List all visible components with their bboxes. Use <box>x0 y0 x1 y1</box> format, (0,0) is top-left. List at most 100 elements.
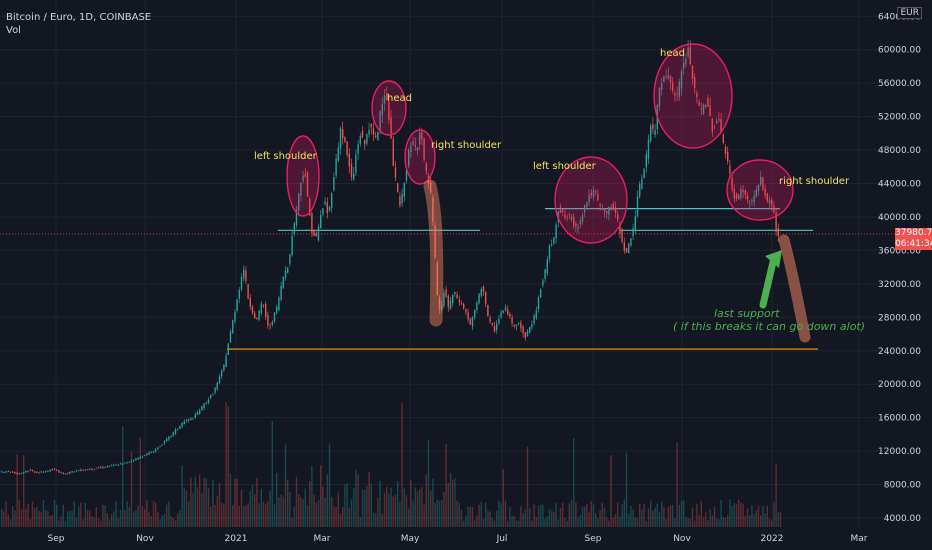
volume-bar <box>71 510 73 527</box>
candle-body <box>152 451 155 453</box>
candle-body <box>258 310 260 321</box>
volume-bar <box>62 504 64 527</box>
candle-body <box>694 77 696 88</box>
candle-body <box>350 164 353 178</box>
volume-bar <box>647 508 650 527</box>
candle-body <box>597 194 599 201</box>
volume-bar <box>388 493 390 527</box>
candle-body <box>722 134 724 143</box>
volume-bar <box>328 444 331 527</box>
candle-body <box>339 128 342 149</box>
volume-indicator-label[interactable]: Vol <box>6 25 21 36</box>
volume-bar <box>531 520 533 527</box>
volume-bar <box>258 503 260 527</box>
candle-body <box>639 183 641 197</box>
volume-bar <box>104 505 106 527</box>
candle-body <box>7 471 9 473</box>
volume-bar <box>408 508 410 527</box>
candle-body <box>720 119 722 132</box>
candle-body <box>210 394 212 398</box>
candle-body <box>108 465 111 467</box>
volume-bar <box>322 486 324 527</box>
volume-bar <box>595 512 597 527</box>
volume-bar <box>586 503 588 527</box>
volume-bar <box>227 406 229 527</box>
candle-body <box>42 471 45 473</box>
volume-bar <box>144 509 146 527</box>
candle-body <box>610 207 612 211</box>
volume-bar <box>753 514 755 527</box>
candle-body <box>262 304 265 306</box>
candle-body <box>38 472 40 474</box>
volume-bar <box>130 451 133 527</box>
candle-body <box>698 102 700 106</box>
candle-body <box>436 262 438 296</box>
last-price-badge: 37980.73 <box>895 228 932 239</box>
volume-bar <box>773 502 775 527</box>
volume-bar <box>42 499 45 527</box>
candle-body <box>295 208 298 226</box>
candle-body <box>707 98 709 107</box>
candle-body <box>403 183 405 197</box>
candle-body <box>203 403 205 408</box>
candle-body <box>619 224 621 234</box>
volume-bar <box>194 476 196 527</box>
volume-bar <box>370 483 372 527</box>
candle-body <box>625 247 628 253</box>
candle-body <box>691 65 694 79</box>
support-arrow-head <box>765 250 782 268</box>
volume-bar <box>590 501 592 527</box>
candle-body <box>280 285 282 300</box>
volume-bar <box>5 501 7 527</box>
volume-bar <box>775 463 777 527</box>
y-tick-label: 16000.00 <box>878 414 921 424</box>
candle-body <box>667 75 669 79</box>
volume-bar <box>779 511 782 527</box>
candle-body <box>276 306 278 313</box>
candle-body <box>322 208 324 215</box>
candle-body <box>579 220 581 225</box>
volume-bar <box>645 520 647 527</box>
candle-body <box>408 150 410 166</box>
candle-body <box>423 138 425 160</box>
volume-bar <box>751 505 753 527</box>
candle-body <box>166 438 168 442</box>
y-tick-label: 56000.00 <box>878 79 921 89</box>
candle-body <box>3 472 5 473</box>
volume-bar <box>716 518 718 527</box>
volume-bar <box>570 499 573 527</box>
volume-bar <box>289 491 291 527</box>
volume-bar <box>559 507 562 527</box>
candle-body <box>60 472 62 474</box>
candle-body <box>218 376 221 384</box>
volume-bar <box>124 510 126 527</box>
volume-bar <box>696 504 698 527</box>
candle-body <box>67 473 69 474</box>
candle-body <box>665 76 667 78</box>
candle-body <box>229 331 232 343</box>
candle-body <box>630 238 632 246</box>
candle-body <box>141 456 144 458</box>
candle-body <box>269 325 271 327</box>
annotation-labels: left shoulder head right shoulder left s… <box>254 48 865 333</box>
currency-badge[interactable]: EUR <box>897 7 922 19</box>
candle-body <box>535 310 537 318</box>
candle-body <box>731 177 733 191</box>
candle-body <box>674 93 676 96</box>
candle-body <box>746 195 749 200</box>
candle-body <box>773 205 775 213</box>
candle-body <box>515 324 518 327</box>
y-tick-label: 48000.00 <box>878 146 921 156</box>
volume-bar <box>394 494 397 527</box>
volume-bar <box>56 504 58 527</box>
volume-bar <box>680 500 683 527</box>
volume-bar <box>634 516 636 527</box>
volume-bar <box>302 498 304 527</box>
volume-bar <box>216 495 218 527</box>
y-tick-label: 32000.00 <box>878 280 921 290</box>
volume-bar <box>1 508 3 527</box>
y-tick-label: 44000.00 <box>878 180 921 190</box>
y-tick-label: 28000.00 <box>878 313 921 323</box>
volume-bar <box>273 504 276 527</box>
